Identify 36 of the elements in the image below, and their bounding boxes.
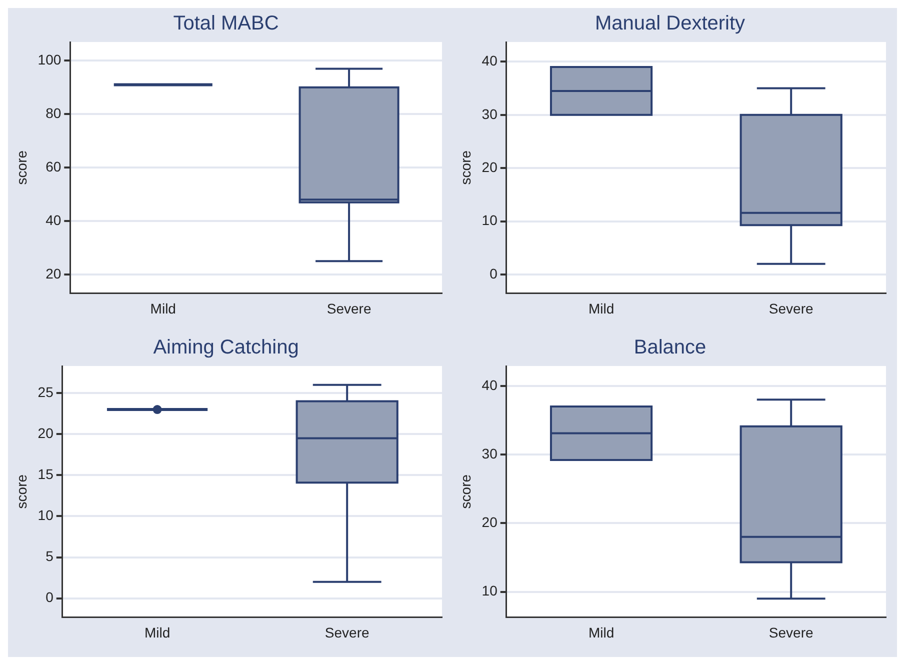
x-tick-label: Severe <box>324 624 370 640</box>
chart-title: Manual Dexterity <box>594 12 746 35</box>
y-tick-label: 80 <box>46 105 62 122</box>
chart-title: Balance <box>634 336 706 359</box>
y-tick-label: 0 <box>490 265 498 282</box>
y-tick-label: 20 <box>38 424 54 441</box>
y-axis-title: score <box>457 474 474 509</box>
y-tick-label: 10 <box>482 212 498 228</box>
y-tick-label: 0 <box>46 589 54 606</box>
chart-title: Aiming Catching <box>153 336 299 359</box>
x-tick-label: Mild <box>150 300 176 316</box>
y-tick-label: 40 <box>482 52 498 69</box>
y-tick-label: 5 <box>46 548 54 564</box>
chart-title: Total MABC <box>173 12 279 35</box>
y-tick-label: 20 <box>46 265 62 282</box>
x-tick-label: Mild <box>144 624 170 640</box>
y-tick-label: 40 <box>482 376 498 393</box>
y-tick-label: 25 <box>38 384 54 400</box>
y-tick-label: 20 <box>482 514 498 530</box>
y-axis-title: score <box>457 150 474 185</box>
y-tick-label: 100 <box>38 52 62 68</box>
y-tick-label: 10 <box>482 582 498 599</box>
y-tick-label: 60 <box>46 158 62 174</box>
y-tick-label: 20 <box>482 158 498 175</box>
y-tick-label: 40 <box>46 212 62 228</box>
y-tick-label: 30 <box>482 445 498 462</box>
y-tick-label: 10 <box>38 507 54 524</box>
x-tick-label: Severe <box>768 300 814 316</box>
y-axis-title: score <box>13 474 30 509</box>
x-tick-label: Severe <box>768 624 814 640</box>
x-tick-label: Severe <box>326 300 372 316</box>
y-tick-label: 15 <box>38 466 54 482</box>
y-tick-label: 30 <box>482 106 498 122</box>
x-tick-label: Mild <box>588 624 614 640</box>
x-tick-label: Mild <box>588 300 614 316</box>
y-axis-title: score <box>13 150 30 185</box>
